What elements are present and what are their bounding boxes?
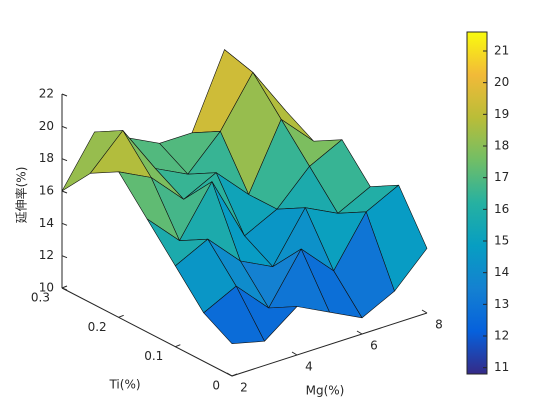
colorbar-tick-label: 13 [494,297,509,311]
colorbar-ticks: 11 12 13 14 15 16 17 18 19 20 21 [483,44,509,374]
surface [61,49,428,344]
y-tick [61,285,68,289]
z-tick [61,255,68,259]
x-tick-label: 6 [370,339,378,353]
x-tick-label: 4 [305,360,313,374]
y-tick-label: 0 [212,379,220,393]
z-tick [61,222,68,226]
z-tick [61,287,68,291]
z-tick-label: 14 [39,216,54,230]
x-axis-line [231,312,428,377]
y-tick [118,314,124,318]
colorbar-tick-label: 19 [494,107,509,121]
z-tick-label: 20 [39,119,54,133]
y-axis-line [61,287,233,377]
y-axis-label: Ti(%) [108,378,140,392]
x-tick [421,309,428,314]
x-tick [226,372,233,377]
x-axis-label: Mg(%) [306,384,345,398]
y-tick [231,373,238,377]
colorbar-tick-label: 14 [494,265,509,279]
z-tick-label: 22 [39,87,54,101]
axes: 2 4 6 8 0 0.1 0.2 0.310 12 14 16 18 20 22 [31,87,443,395]
colorbar-tick-label: 11 [494,360,509,374]
x-tick-label: 8 [435,318,443,332]
y-tick-label: 0.1 [144,349,163,363]
colorbar-tick-label: 12 [494,329,509,343]
x-tick [356,330,363,335]
colorbar-tick-label: 17 [494,170,509,184]
colorbar-tick-label: 20 [494,75,509,89]
colorbar-tick-label: 21 [494,44,509,58]
surface-face [203,285,265,344]
z-tick-label: 16 [39,184,54,198]
y-tick [175,344,181,348]
z-tick-label: 10 [39,281,54,295]
z-tick [61,190,68,194]
z-axis-label: 延伸率(%) [14,167,29,224]
colorbar [466,31,488,375]
y-tick-label: 0.3 [31,291,50,305]
z-tick [61,158,68,162]
colorbar-tick-label: 18 [494,139,509,153]
x-tick-label: 2 [240,381,248,395]
z-tick-label: 12 [39,248,54,262]
colorbar-tick-label: 16 [494,202,509,216]
colorbar-tick-label: 15 [494,234,509,248]
z-tick-label: 18 [39,151,54,165]
z-tick [61,125,68,129]
x-tick [291,351,298,356]
y-tick-label: 0.2 [88,320,107,334]
z-tick [61,93,68,97]
